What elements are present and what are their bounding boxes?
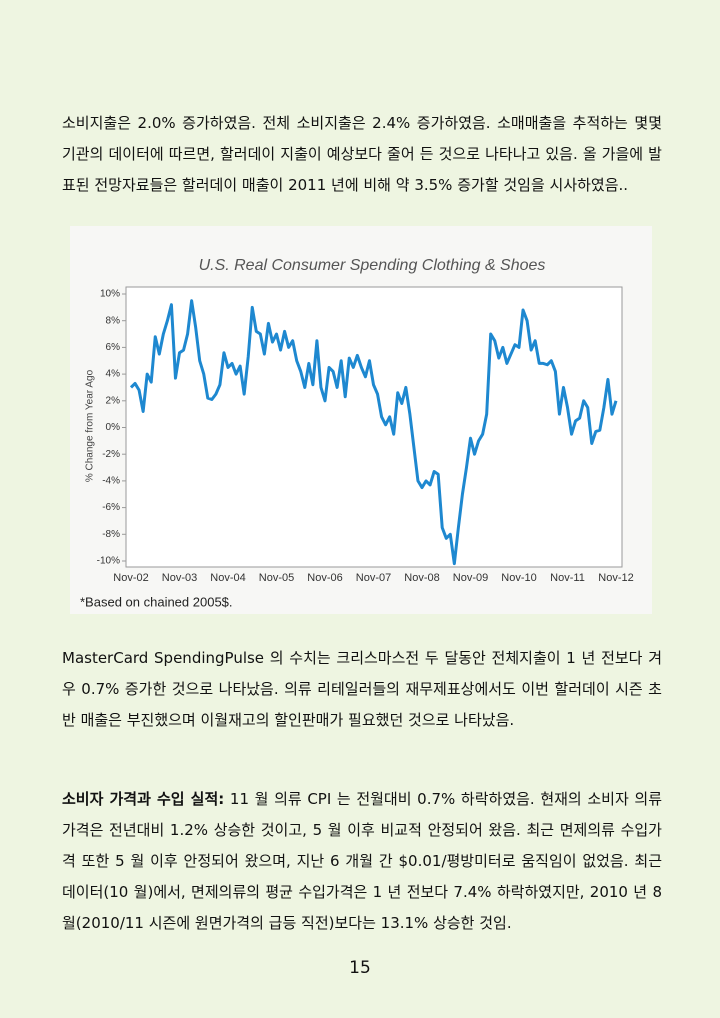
y-axis-label: % Change from Year Ago xyxy=(85,369,96,482)
y-tick-label: 4% xyxy=(106,369,121,380)
chart-title: U.S. Real Consumer Spending Clothing & S… xyxy=(199,257,546,274)
y-tick-label: -8% xyxy=(102,529,120,540)
y-tick-label: 2% xyxy=(106,395,121,406)
page-number: 15 xyxy=(349,958,371,978)
x-tick-label: Nov-11 xyxy=(550,572,585,584)
y-tick-label: -10% xyxy=(97,556,120,567)
x-tick-label: Nov-06 xyxy=(307,572,342,584)
x-tick-label: Nov-04 xyxy=(210,572,245,584)
plot-frame xyxy=(125,286,623,568)
y-tick-label: 6% xyxy=(106,342,121,353)
y-tick-label: -2% xyxy=(102,449,120,460)
paragraph: 소비자 가격과 수입 실적: 11 월 의류 CPI 는 전월대비 0.7% 하… xyxy=(62,784,662,939)
x-tick-label: Nov-12 xyxy=(598,572,633,584)
paragraph: MasterCard SpendingPulse 의 수치는 크리스마스전 두 … xyxy=(62,649,662,729)
y-tick-label: 0% xyxy=(106,422,121,433)
paragraph: 소비지출은 2.0% 증가하였음. 전체 소비지출은 2.4% 증가하였음. 소… xyxy=(62,114,662,194)
y-tick-label: -4% xyxy=(102,476,120,487)
y-tick-label: -6% xyxy=(102,502,120,513)
x-tick-label: Nov-09 xyxy=(453,572,488,584)
chart: U.S. Real Consumer Spending Clothing & S… xyxy=(70,226,652,614)
x-tick-label: Nov-07 xyxy=(356,572,391,584)
x-tick-label: Nov-05 xyxy=(259,572,294,584)
y-tick-label: 8% xyxy=(106,315,121,326)
section-heading: 소비자 가격과 수입 실적: xyxy=(62,790,225,808)
data-line xyxy=(129,299,618,566)
x-tick-label: Nov-10 xyxy=(501,572,536,584)
section-text: 11 월 의류 CPI 는 전월대비 0.7% 하락하였음. 현재의 소비자 의… xyxy=(62,790,662,932)
x-tick-label: Nov-03 xyxy=(162,572,197,584)
x-tick-label: Nov-08 xyxy=(404,572,439,584)
chart-note: *Based on chained 2005$. xyxy=(80,594,233,609)
y-tick-label: 10% xyxy=(100,289,120,300)
x-tick-label: Nov-02 xyxy=(113,572,148,584)
